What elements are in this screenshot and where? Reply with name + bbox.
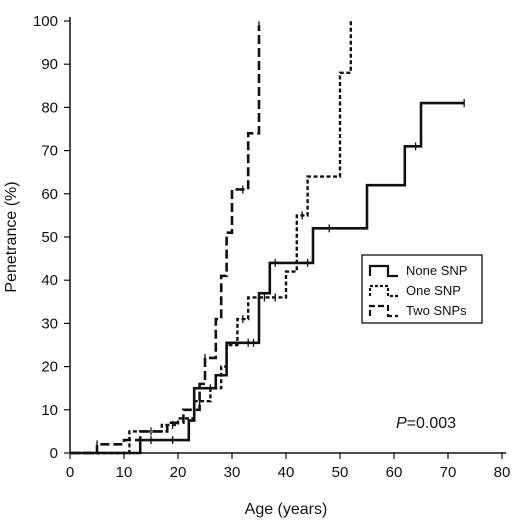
legend-swatch [368,284,398,298]
x-tick-label: 70 [440,464,457,481]
y-tick-label: 20 [41,359,58,376]
legend-label: Two SNPs [406,303,467,318]
y-tick-label: 80 [41,99,58,116]
p-value-text: =0.003 [407,415,456,432]
y-tick-label: 70 [41,143,58,160]
x-tick-label: 50 [332,464,349,481]
legend: None SNP One SNP Two SNPs [361,254,483,324]
legend-label: None SNP [406,263,467,278]
legend-box [361,254,483,324]
y-tick-label: 30 [41,315,58,332]
series-line-1 [70,101,465,455]
y-axis-title: Penetrance (%) [3,181,20,292]
x-axis-title: Age (years) [245,501,328,518]
x-tick-label: 20 [170,464,187,481]
y-tick-label: 90 [41,56,58,73]
x-tick-label: 10 [116,464,133,481]
legend-swatch [368,304,398,318]
y-tick-label: 0 [50,445,58,462]
y-tick-label: 60 [41,186,58,203]
x-tick-label: 30 [224,464,241,481]
p-value-annotation: P=0.003 [396,415,456,432]
x-tick-label: 40 [278,464,295,481]
x-tick-label: 80 [494,464,511,481]
y-tick-label: 10 [41,402,58,419]
x-tick-label: 0 [66,464,74,481]
p-value-symbol: P [396,415,407,432]
y-tick-label: 50 [41,229,58,246]
y-tick-label: 100 [33,13,58,30]
axes [69,17,506,454]
y-tick-label: 40 [41,272,58,289]
series-line-2 [70,21,352,455]
series-line-3 [70,25,261,455]
x-tick-label: 60 [386,464,403,481]
legend-swatch [368,264,398,278]
legend-label: One SNP [406,283,461,298]
series-layer [70,21,465,455]
tick-layer: 0 10 20 30 40 50 60 70 80 0 10 20 30 40 50 60 70 80 90 100 [33,13,510,481]
